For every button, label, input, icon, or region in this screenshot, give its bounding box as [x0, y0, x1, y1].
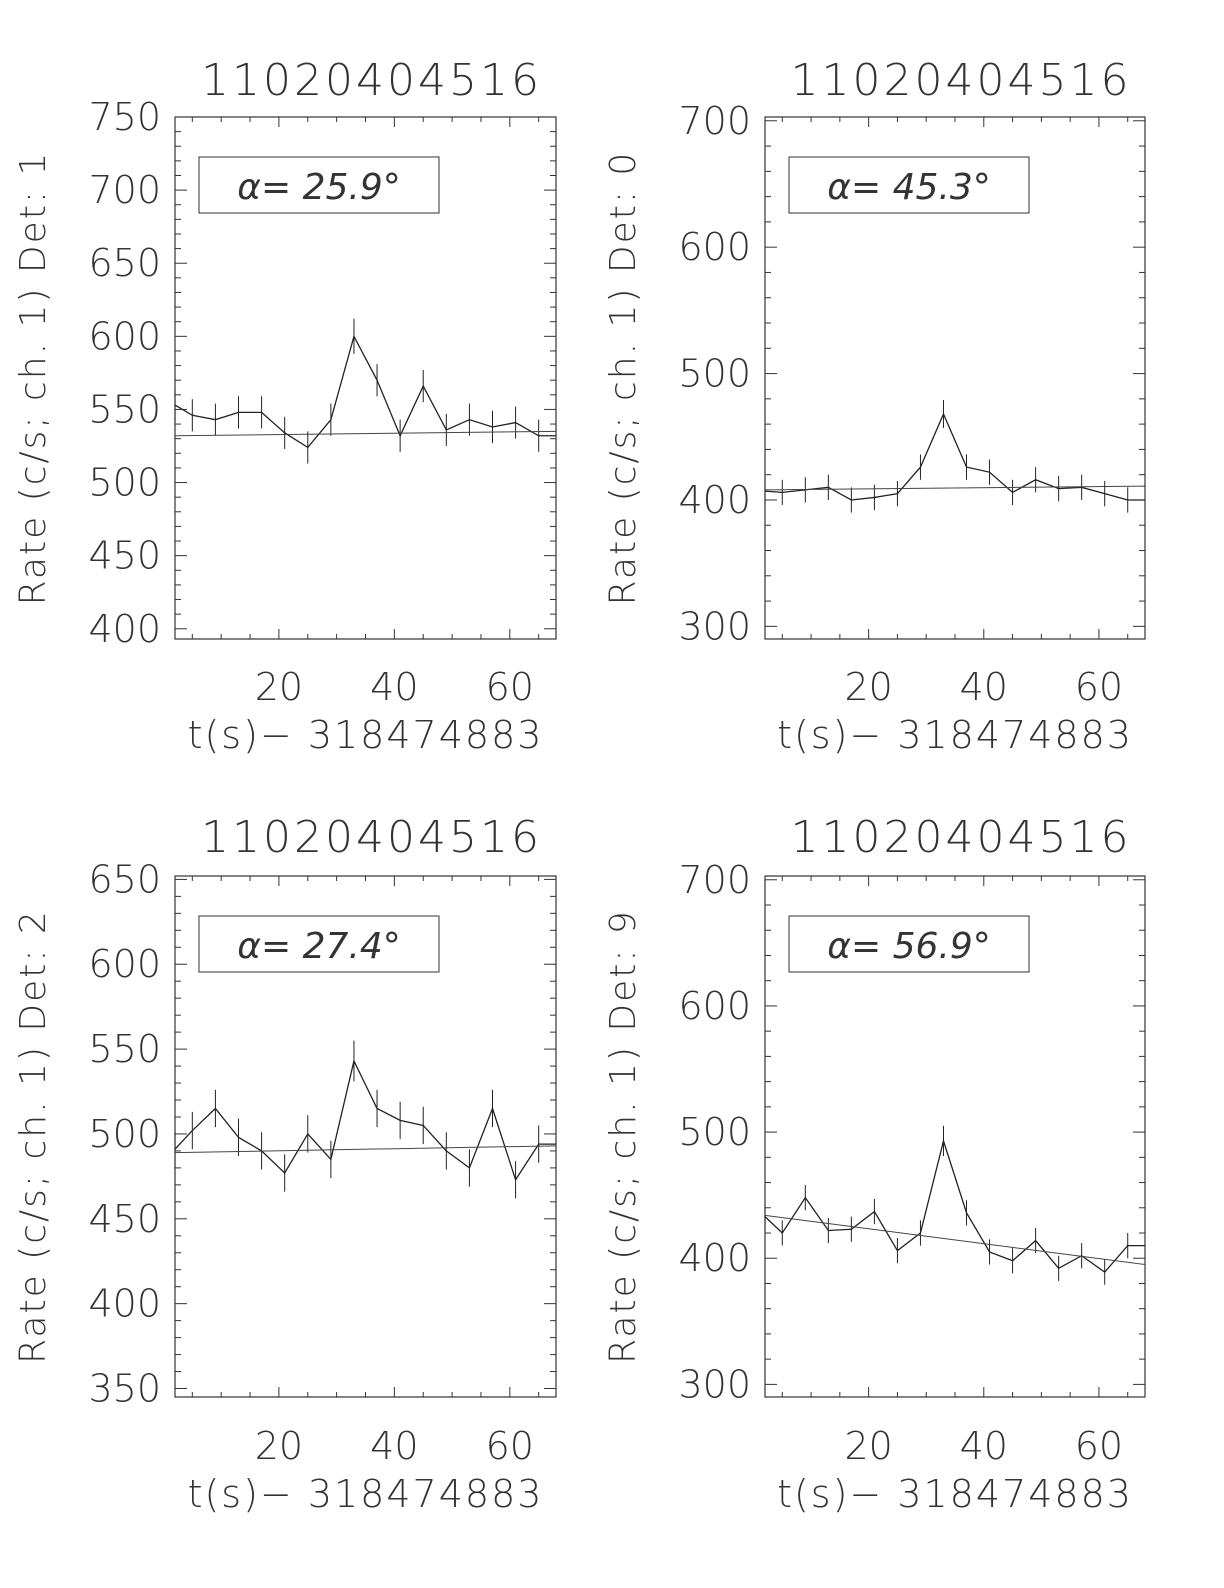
y-tick-label: 550 [88, 1027, 161, 1071]
y-tick-label: 700 [678, 858, 751, 902]
alpha-box [198, 915, 440, 973]
rate-line [764, 412, 1145, 501]
x-tick-label: 40 [960, 665, 1008, 709]
y-tick-label: 400 [678, 1236, 751, 1280]
x-axis-label: t(s)− 318474883 [188, 713, 544, 757]
chart-panel-4: 11020404516 20 40 60 300 400 500 600 700 t(s)− 31… [603, 812, 1146, 1516]
background-fit-line [174, 430, 557, 437]
x-tick-label: 20 [844, 665, 892, 709]
y-tick-label: 700 [88, 168, 161, 212]
y-tick-label: 600 [88, 314, 161, 358]
alpha-label: α= 56.9° [827, 926, 991, 967]
rate-line [764, 1138, 1145, 1273]
alpha-label: α= 25.9° [237, 167, 401, 208]
y-axis-label: Rate (c/s; ch. 1) Det: 0 [603, 151, 644, 606]
chart-title: 11020404516 [201, 812, 542, 863]
alpha-box [788, 156, 1030, 214]
y-tick-label: 500 [88, 461, 161, 505]
y-tick-label: 600 [678, 225, 751, 269]
y-tick-label: 300 [678, 1362, 751, 1406]
y-tick-label: 400 [678, 478, 751, 522]
y-tick-label: 300 [678, 604, 751, 648]
y-tick-label: 350 [88, 1367, 161, 1411]
y-tick-label: 700 [678, 99, 751, 143]
chart-panel-1: 11020404516 20 40 60 400 450 500 550 600 650 700 75… [13, 55, 557, 757]
y-tick-label: 400 [88, 1282, 161, 1326]
chart-panel-2: 11020404516 20 40 60 300 400 500 600 700 t(s)− 31… [603, 55, 1146, 757]
x-tick-label: 40 [370, 665, 418, 709]
y-tick-label: 500 [678, 352, 751, 396]
chart-title: 11020404516 [201, 55, 542, 106]
x-tick-label: 60 [1075, 1424, 1123, 1468]
y-tick-label: 650 [88, 241, 161, 285]
y-tick-label: 550 [88, 387, 161, 431]
y-tick-label: 400 [88, 607, 161, 651]
alpha-box [198, 156, 440, 214]
chart-title: 11020404516 [791, 55, 1132, 106]
rate-line [174, 334, 556, 449]
x-tick-label: 60 [1075, 665, 1123, 709]
x-tick-label: 60 [486, 665, 534, 709]
chart-panel-3: 11020404516 20 40 60 350 400 450 500 550 600 650 t(… [13, 812, 557, 1516]
x-tick-label: 20 [255, 1424, 303, 1468]
rate-line [174, 1059, 556, 1182]
x-tick-label: 20 [255, 665, 303, 709]
background-fit-line [764, 1214, 1146, 1266]
y-tick-label: 600 [678, 984, 751, 1028]
alpha-label: α= 45.3° [827, 167, 991, 208]
x-axis-label: t(s)− 318474883 [777, 1472, 1133, 1516]
x-tick-label: 60 [486, 1424, 534, 1468]
x-axis-label: t(s)− 318474883 [188, 1472, 544, 1516]
alpha-label: α= 27.4° [237, 926, 401, 967]
background-fit-line [764, 485, 1146, 491]
y-axis-label: Rate (c/s; ch. 1) Det: 9 [603, 909, 644, 1364]
x-tick-label: 20 [844, 1424, 892, 1468]
y-tick-label: 650 [88, 857, 161, 901]
x-axis-label: t(s)− 318474883 [777, 713, 1133, 757]
y-tick-label: 500 [88, 1112, 161, 1156]
chart-title: 11020404516 [791, 812, 1132, 863]
y-tick-label: 750 [88, 95, 161, 139]
y-tick-label: 600 [88, 942, 161, 986]
y-tick-label: 450 [88, 1197, 161, 1241]
alpha-box [788, 915, 1030, 973]
y-axis-label: Rate (c/s; ch. 1) Det: 1 [13, 151, 54, 606]
y-tick-label: 450 [88, 534, 161, 578]
y-axis-label: Rate (c/s; ch. 1) Det: 2 [13, 909, 54, 1364]
y-tick-label: 500 [678, 1110, 751, 1154]
x-tick-label: 40 [370, 1424, 418, 1468]
x-tick-label: 40 [960, 1424, 1008, 1468]
background-fit-line [174, 1145, 557, 1154]
